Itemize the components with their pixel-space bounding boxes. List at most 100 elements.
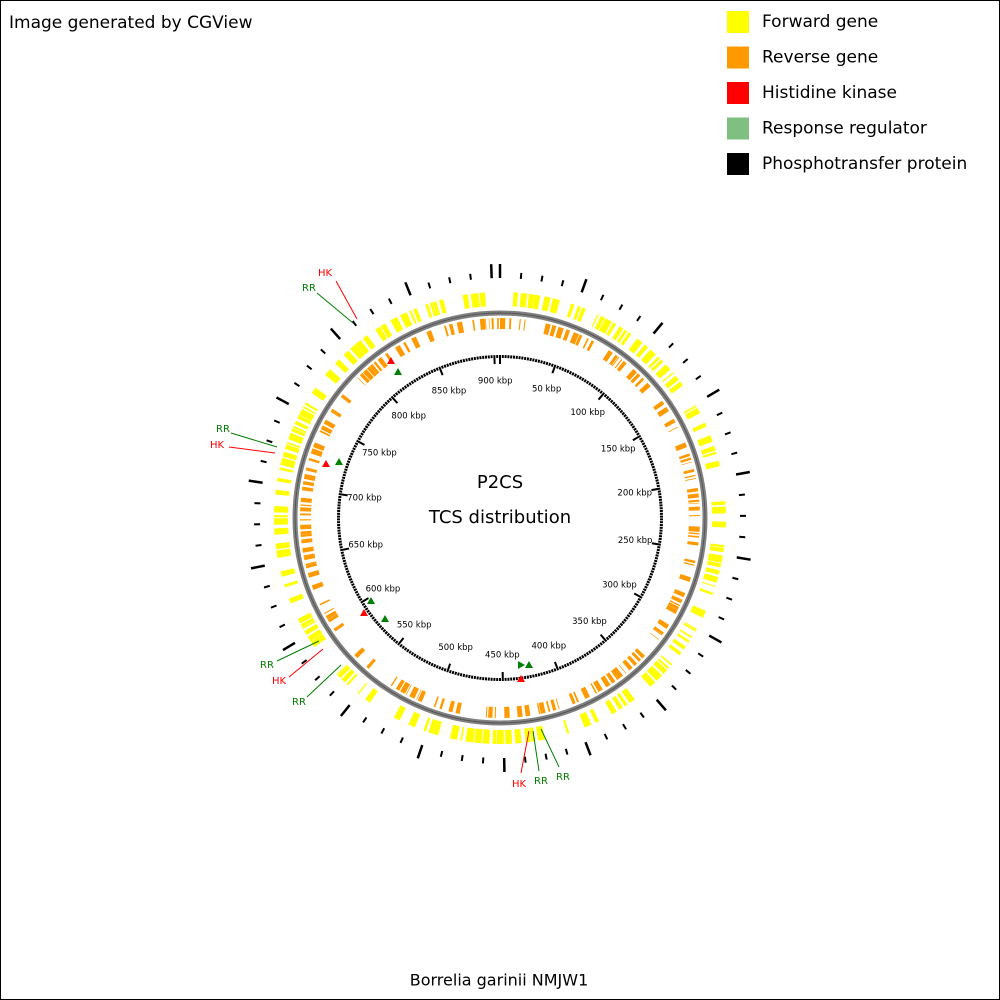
inner-tick	[611, 630, 616, 635]
forward-gene	[291, 428, 306, 437]
forward-gene	[365, 688, 378, 703]
forward-gene	[617, 329, 628, 343]
inner-tick	[617, 624, 622, 629]
reverse-gene	[411, 336, 421, 349]
inner-tick	[399, 388, 403, 393]
inner-tick	[590, 648, 594, 653]
inner-tick	[649, 572, 654, 576]
forward-gene	[605, 699, 617, 715]
inner-tick	[380, 405, 385, 410]
forward-gene	[599, 318, 612, 334]
inner-tick	[418, 656, 422, 660]
reverse-gene	[494, 706, 496, 718]
forward-gene	[676, 633, 690, 643]
inner-tick	[354, 590, 359, 594]
scale-label: 700 kbp	[347, 493, 382, 503]
reverse-gene	[684, 558, 696, 564]
inner-tick	[457, 360, 460, 364]
forward-gene	[302, 620, 316, 630]
outer-tick	[248, 479, 263, 484]
inner-tick	[382, 628, 387, 633]
reverse-gene	[653, 400, 665, 411]
forward-gene	[710, 543, 725, 548]
reverse-gene	[456, 321, 465, 334]
inner-tick	[360, 597, 369, 604]
outer-tick	[339, 704, 351, 717]
inner-tick	[615, 626, 620, 631]
forward-gene	[563, 719, 570, 734]
forward-gene	[566, 303, 575, 318]
reverse-gene	[555, 698, 560, 710]
inner-tick	[641, 442, 646, 446]
inner-tick	[373, 414, 377, 418]
reverse-gene	[683, 562, 695, 566]
inner-tick	[532, 358, 535, 362]
outer-tick	[735, 470, 751, 476]
caption: Borrelia garinii NMJW1	[410, 971, 589, 990]
reverse-gene	[616, 360, 627, 372]
inner-tick	[651, 465, 655, 469]
outer-tick	[736, 556, 751, 561]
inner-tick	[631, 607, 636, 611]
inner-tick	[592, 385, 597, 389]
scale-label: 500 kbp	[438, 643, 473, 653]
inner-tick	[537, 673, 541, 677]
inner-tick	[376, 409, 381, 414]
inner-tick	[607, 634, 612, 639]
inner-tick	[366, 422, 371, 427]
inner-tick	[613, 403, 618, 408]
reverse-gene	[657, 618, 670, 629]
reverse-gene	[688, 515, 700, 517]
scale-label: 650 kbp	[348, 541, 383, 551]
inner-tick	[545, 361, 549, 366]
inner-tick	[623, 414, 627, 418]
forward-gene	[612, 695, 624, 710]
inner-tick	[345, 465, 349, 469]
reverse-gene	[674, 442, 688, 452]
inner-tick	[351, 449, 355, 453]
outer-tick	[726, 596, 733, 601]
reverse-gene	[497, 318, 499, 330]
forward-gene	[423, 717, 431, 732]
forward-gene	[399, 312, 413, 328]
forward-gene	[668, 381, 684, 394]
inner-tick	[435, 665, 439, 669]
inner-tick	[346, 460, 351, 464]
reverse-gene	[373, 361, 383, 372]
reverse-gene	[611, 356, 620, 367]
forward-gene	[662, 372, 674, 383]
forward-gene	[579, 711, 592, 728]
callout-line	[230, 432, 278, 448]
reverse-gene	[688, 526, 700, 532]
inner-tick	[652, 468, 656, 472]
legend-label: Response regulator	[762, 119, 927, 139]
inner-tick	[468, 357, 471, 362]
inner-tick	[454, 671, 458, 676]
reverse-gene	[670, 595, 683, 604]
reverse-gene	[569, 332, 580, 345]
inner-tick	[548, 362, 552, 367]
reverse-gene	[634, 377, 645, 388]
inner-tick	[656, 481, 660, 485]
forward-gene	[573, 305, 581, 321]
reverse-gene	[488, 318, 490, 330]
forward-gene	[304, 624, 319, 635]
inner-tick	[599, 633, 608, 643]
inner-tick	[657, 546, 661, 549]
inner-tick	[634, 430, 639, 434]
legend-swatch	[727, 82, 749, 104]
inner-tick	[358, 597, 363, 602]
reverse-gene	[664, 418, 676, 428]
inner-tick	[361, 430, 366, 434]
inner-tick	[558, 366, 562, 370]
reverse-gene	[491, 318, 494, 330]
inner-tick	[599, 390, 603, 394]
inner-tick	[388, 634, 393, 639]
reverse-gene	[683, 468, 695, 475]
forward-gene	[643, 672, 656, 685]
inner-tick	[368, 611, 372, 616]
reverse-gene	[320, 425, 333, 435]
outer-tick	[738, 493, 745, 497]
reverse-gene	[550, 699, 557, 711]
